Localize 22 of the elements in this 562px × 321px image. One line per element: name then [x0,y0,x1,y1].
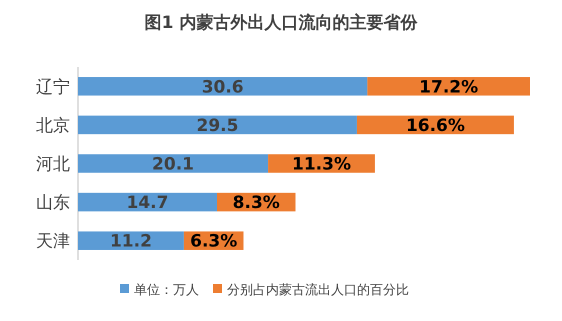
data-label: 14.7 [126,193,168,214]
legend-label: 分别占内蒙古流出人口的百分比 [227,282,409,298]
bar [78,116,357,134]
data-label: 20.1 [152,154,194,174]
bar [78,192,218,212]
data-label: 11.3% [292,154,351,174]
y-tick-label: 天津 [36,232,70,252]
bar [78,154,268,173]
data-label: 6.3% [190,232,238,252]
data-label: 29.5 [196,116,238,136]
data-label: 16.6% [406,116,465,136]
legend-label: 单位：万人 [134,283,199,298]
data-label: 30.6 [202,77,244,98]
y-tick-label: 北京 [36,116,70,136]
bar [78,77,368,96]
chart-title: 图1 内蒙古外出人口流向的主要省份 [144,13,418,33]
data-label: 8.3% [232,193,280,214]
data-label: 17.2% [419,77,478,98]
y-tick-label: 山东 [36,193,70,214]
data-label: 11.2 [110,232,152,252]
y-tick-label: 河北 [36,154,70,174]
y-tick-label: 辽宁 [36,77,70,98]
